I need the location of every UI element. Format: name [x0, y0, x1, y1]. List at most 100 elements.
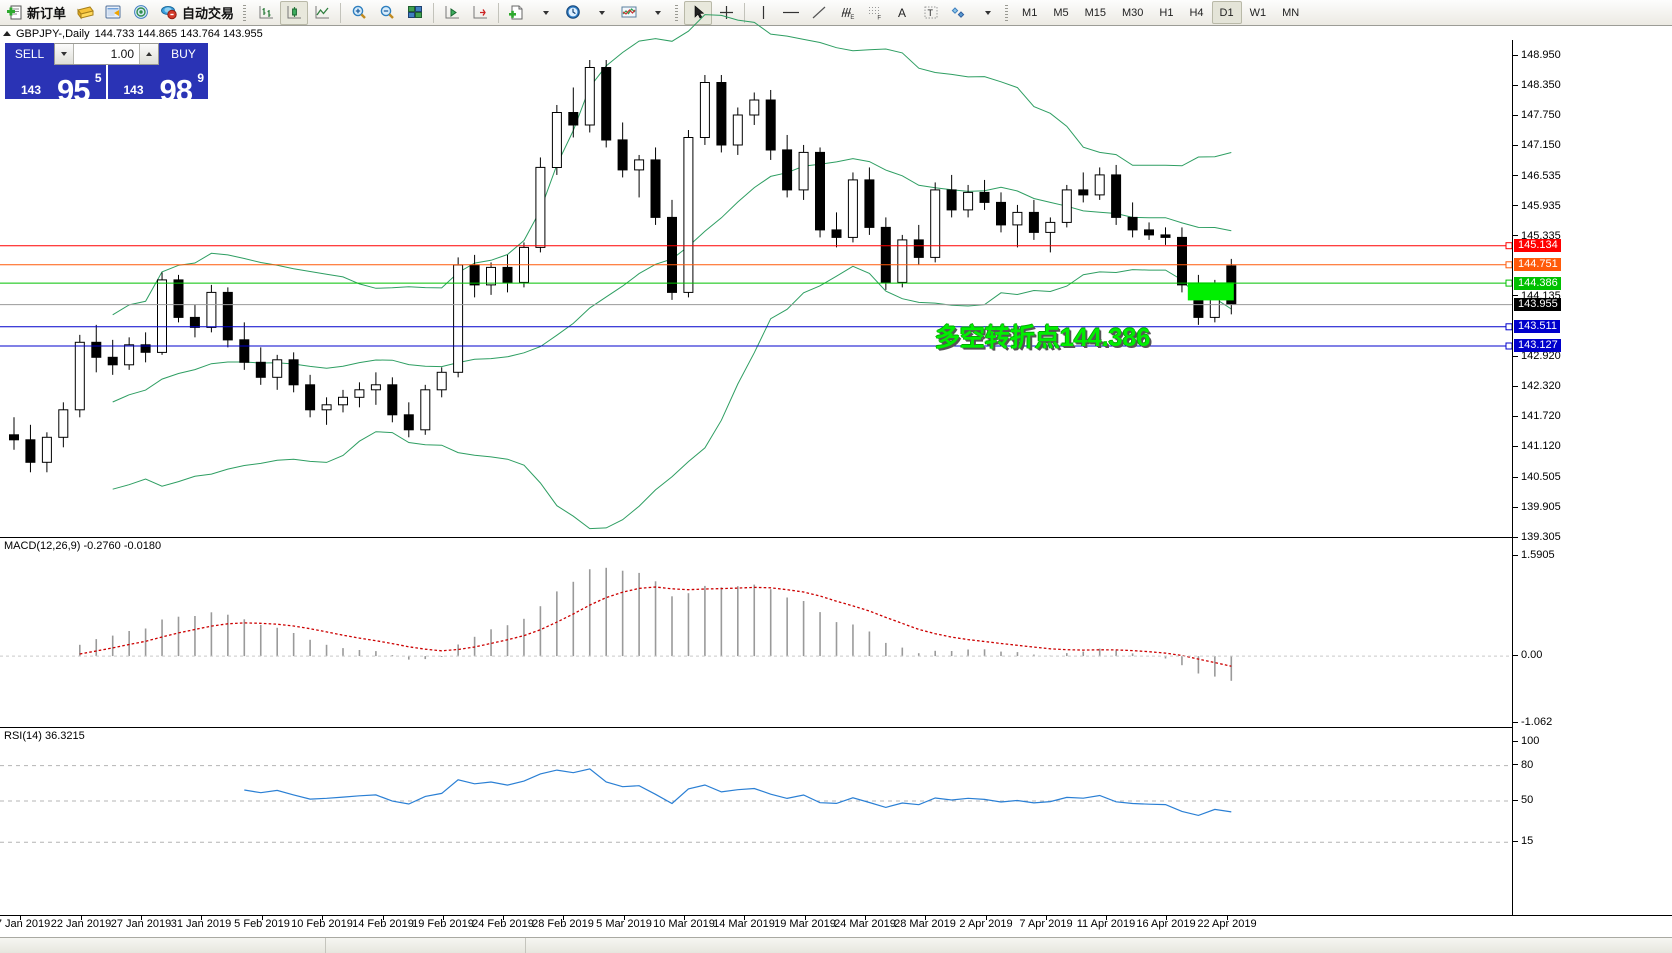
navigator-button[interactable] [127, 1, 155, 25]
sell-price-integer: 143 [21, 83, 42, 97]
shapes-dropdown[interactable] [973, 1, 1001, 25]
toolbar-separator-2 [433, 2, 435, 23]
sell-button[interactable]: SELL [5, 43, 54, 65]
horizontal-line-button[interactable] [777, 1, 805, 25]
vertical-line-button[interactable] [749, 1, 777, 25]
time-tick-mark [81, 916, 82, 920]
autotrading-button[interactable]: 自动交易 [155, 1, 239, 25]
timeframe-button-d1[interactable]: D1 [1211, 1, 1242, 24]
indicators-button[interactable] [615, 1, 643, 25]
price-level-label-resistance[interactable]: 145.134 [1514, 239, 1561, 253]
candle-body [979, 191, 990, 203]
chevron-down-icon [655, 10, 662, 15]
timeframe-button-m30[interactable]: M30 [1122, 6, 1144, 19]
time-tick-label: 24 Mar 2019 [834, 918, 896, 930]
trendline-button[interactable] [805, 1, 833, 25]
line-chart-button[interactable] [308, 1, 336, 25]
price-tick-label: 148.950 [1521, 48, 1561, 61]
price-pane[interactable]: 多空转折点144.386 [0, 14, 1513, 537]
price-tick: 145.935 [1513, 200, 1561, 212]
timeframe-button-w1[interactable]: W1 [1249, 6, 1267, 19]
price-scale[interactable]: 148.950 148.350 147.750 147.150 146.535 145.9… [1512, 40, 1672, 915]
time-tick-mark [262, 916, 263, 920]
rsi-pane[interactable]: RSI(14) 36.3215 [0, 727, 1512, 867]
period-button[interactable] [559, 1, 587, 25]
chart-area[interactable]: 多空转折点144.386 MACD(12,26,9) -0.2760 -0.01… [0, 14, 1513, 915]
fibonacci-button[interactable]: F [861, 1, 889, 25]
zoom-in-button[interactable] [345, 1, 373, 25]
rsi-scale-value: 15 [1521, 835, 1534, 848]
indicators-dropdown[interactable] [643, 1, 671, 25]
time-tick-label: 22 Apr 2019 [1197, 918, 1257, 930]
wallet-button[interactable] [71, 1, 99, 25]
volume-increment-button[interactable] [139, 44, 158, 64]
candle-body [1061, 189, 1072, 223]
candle-body [157, 279, 167, 353]
elliott-wave-button[interactable]: E [833, 1, 861, 25]
auto-scroll-button[interactable] [466, 1, 494, 25]
buy-price-tile[interactable]: 143 98 9 [107, 65, 208, 99]
timeframe-button-h1[interactable]: H1 [1159, 6, 1174, 19]
price-level-label-resistance[interactable]: 144.751 [1514, 258, 1561, 272]
buy-button[interactable]: BUY [159, 43, 208, 65]
price-tick: 148.350 [1513, 79, 1561, 91]
buy-price-fraction: 9 [197, 71, 204, 85]
timeframe-button-m15[interactable]: M15 [1084, 6, 1106, 19]
volume-stepper[interactable]: 1.00 [54, 43, 159, 65]
chevron-up-icon [146, 52, 152, 56]
collapse-triangle-icon[interactable] [3, 31, 11, 36]
period-dropdown[interactable] [587, 1, 615, 25]
terminal-button[interactable] [99, 1, 127, 25]
candle-body [815, 151, 825, 231]
volume-decrement-button[interactable] [55, 44, 74, 64]
timeframe-button-mn[interactable]: MN [1282, 6, 1300, 19]
timeframe-button-m5[interactable]: M5 [1053, 6, 1069, 19]
hline-icon [783, 11, 800, 14]
chart-shift-button[interactable] [438, 1, 466, 25]
timeframe-button-h4[interactable]: H4 [1189, 6, 1204, 19]
candle-body [173, 279, 184, 318]
timeframe-toolbar-grip[interactable] [1004, 2, 1012, 23]
text-button[interactable]: A [889, 1, 917, 25]
time-tick-label: 5 Feb 2019 [234, 918, 290, 930]
candlestick-chart-button[interactable] [280, 0, 309, 25]
shapes-button[interactable] [945, 1, 973, 25]
tile-windows-button[interactable] [401, 1, 429, 25]
text-label-button[interactable]: T [917, 1, 945, 25]
timeframe-button-m1[interactable]: M1 [1022, 6, 1038, 19]
price-level-label-current-price[interactable]: 143.955 [1514, 298, 1561, 312]
price-level-label-pivot[interactable]: 144.386 [1514, 276, 1561, 290]
new-order-button[interactable]: 新订单 [2, 1, 71, 25]
candle-body [321, 404, 332, 411]
time-tick-label: 28 Mar 2019 [894, 918, 956, 930]
candle-body [617, 139, 628, 171]
zoom-out-button[interactable] [373, 1, 401, 25]
drawing-toolbar-grip[interactable] [674, 2, 682, 23]
candle-body [1111, 174, 1122, 218]
chart-shift-icon [445, 6, 459, 19]
time-tick-label: 10 Mar 2019 [653, 918, 715, 930]
templates-dropdown[interactable] [531, 1, 559, 25]
fibo-icon: F [868, 7, 881, 21]
templates-button[interactable] [503, 1, 531, 25]
crosshair-button[interactable] [712, 1, 740, 25]
macd-scale-label: 1.5905 [1513, 549, 1555, 561]
candle-body [946, 189, 957, 211]
textlabel-icon: T [924, 6, 938, 19]
cursor-button[interactable] [684, 0, 713, 25]
candle-body [765, 99, 776, 151]
macd-pane[interactable]: MACD(12,26,9) -0.2760 -0.0180 [0, 537, 1512, 727]
macd-scale-label: -1.062 [1513, 716, 1552, 728]
time-tick-label: 22 Jan 2019 [50, 918, 112, 930]
time-tick-mark [141, 916, 142, 920]
toolbar-grip[interactable] [242, 2, 250, 23]
time-tick-label: 19 Mar 2019 [774, 918, 836, 930]
sell-price-tile[interactable]: 143 95 5 [5, 65, 106, 99]
price-level-label-support[interactable]: 143.127 [1514, 339, 1561, 353]
macd-scale-value: 0.00 [1521, 649, 1543, 662]
candle-body [387, 384, 398, 416]
volume-value[interactable]: 1.00 [110, 47, 134, 61]
bar-chart-button[interactable] [252, 1, 280, 25]
price-level-label-support[interactable]: 143.511 [1514, 320, 1560, 334]
